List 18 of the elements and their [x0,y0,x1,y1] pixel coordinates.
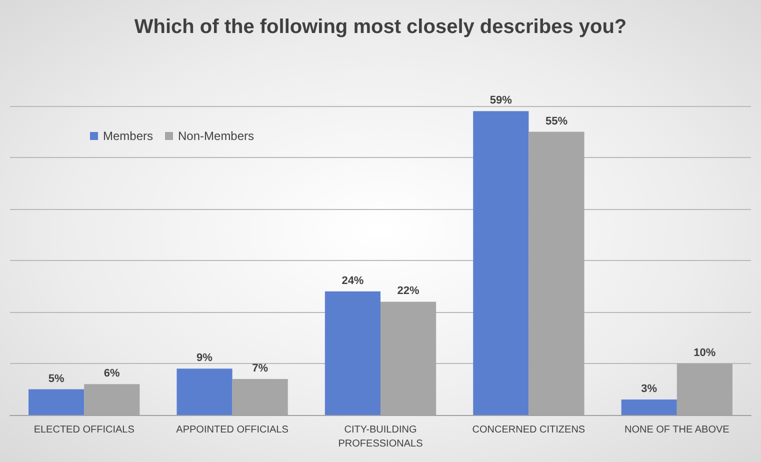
data-label: 5% [48,372,64,385]
x-tick-label: CITY-BUILDING PROFESSIONALS [338,424,424,450]
x-tick-label: APPOINTED OFFICIALS [176,424,289,436]
data-label: 10% [694,347,716,359]
data-label: 24% [342,274,364,287]
x-tick-label: NONE OF THE ABOVE [624,424,730,436]
data-label: 9% [196,352,213,364]
data-label: 3% [641,383,658,396]
chart-title: Which of the following most closely describes you? [134,16,627,38]
x-tick-label: CONCERNED CITIZENS [472,424,586,436]
legend-label: Non-Members [178,129,254,143]
data-label: 22% [397,285,420,298]
data-label: 55% [545,115,568,128]
legend-label: Members [103,129,154,143]
data-label: 6% [104,368,120,380]
x-tick-label: ELECTED OFFICIALS [34,424,135,436]
data-label: 59% [490,94,512,107]
data-label: 7% [252,362,268,374]
